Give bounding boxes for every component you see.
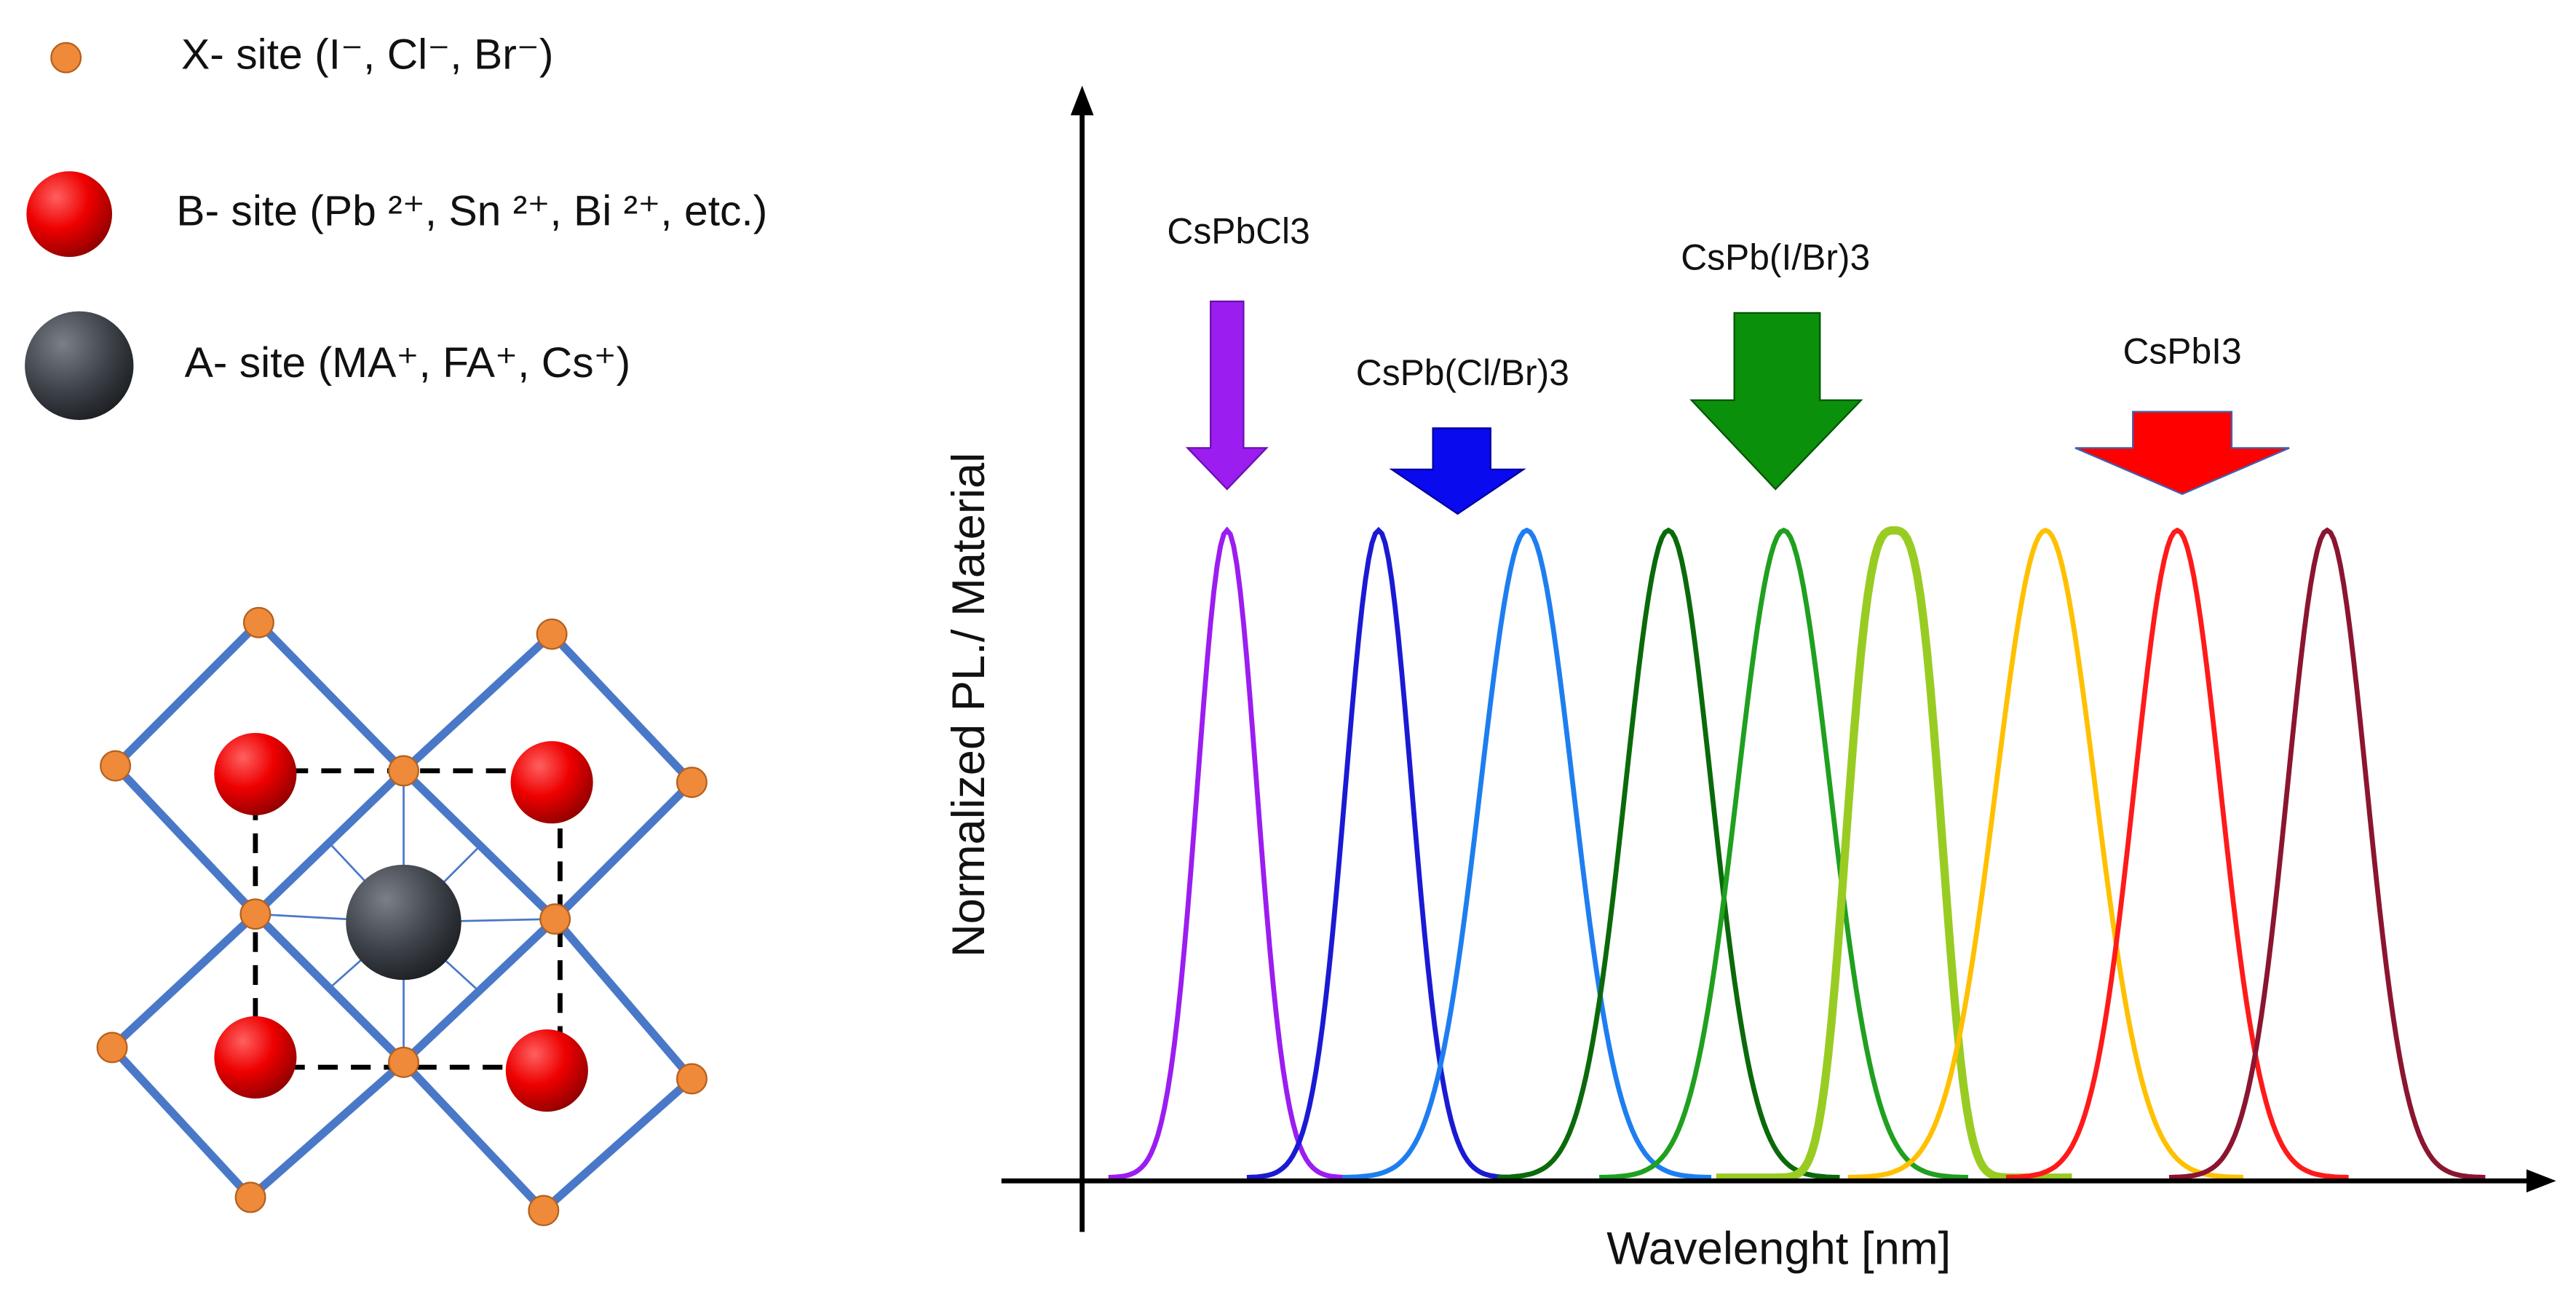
emission-curve <box>1246 526 1511 1180</box>
legend-label: X- site (I⁻, Cl⁻, Br⁻) <box>181 31 553 79</box>
axes <box>1001 111 2533 1232</box>
emission-curve <box>1847 527 2243 1180</box>
emission-curve <box>1598 527 1969 1180</box>
y-axis-label: Normalized PL./ Material <box>943 453 994 958</box>
emission-curve <box>1341 527 1712 1180</box>
emission-curve <box>1108 526 1346 1180</box>
arrow-label: CsPbCl3 <box>1167 210 1309 251</box>
a-site-icon <box>25 311 134 420</box>
emission-curve <box>2168 527 2486 1180</box>
legend-label: A- site (MA⁺, FA⁺, Cs⁺) <box>185 339 631 387</box>
arrow <box>1689 312 1863 491</box>
emission-curve <box>1497 527 1840 1180</box>
x-axis-arrow <box>2526 1169 2556 1193</box>
arrow <box>2074 411 2290 496</box>
spectra-curves <box>1108 526 2486 1182</box>
x-site-icon <box>50 41 82 74</box>
arrow <box>1185 300 1269 491</box>
crystal <box>96 606 708 1227</box>
legend-label: B- site (Pb ²⁺, Sn ²⁺, Bi ²⁺, etc.) <box>176 188 767 235</box>
arrow-label: CsPb(Cl/Br)3 <box>1356 352 1569 393</box>
y-axis-arrow <box>1070 85 1094 116</box>
x-axis-label: Wavelenght [nm] <box>1606 1223 1951 1274</box>
arrow <box>1389 427 1526 515</box>
arrow-label: CsPb(I/Br)3 <box>1681 237 1870 278</box>
emission-curve <box>2005 527 2349 1180</box>
arrow-label: CsPbI3 <box>2123 331 2241 372</box>
b-site-icon <box>26 171 113 257</box>
